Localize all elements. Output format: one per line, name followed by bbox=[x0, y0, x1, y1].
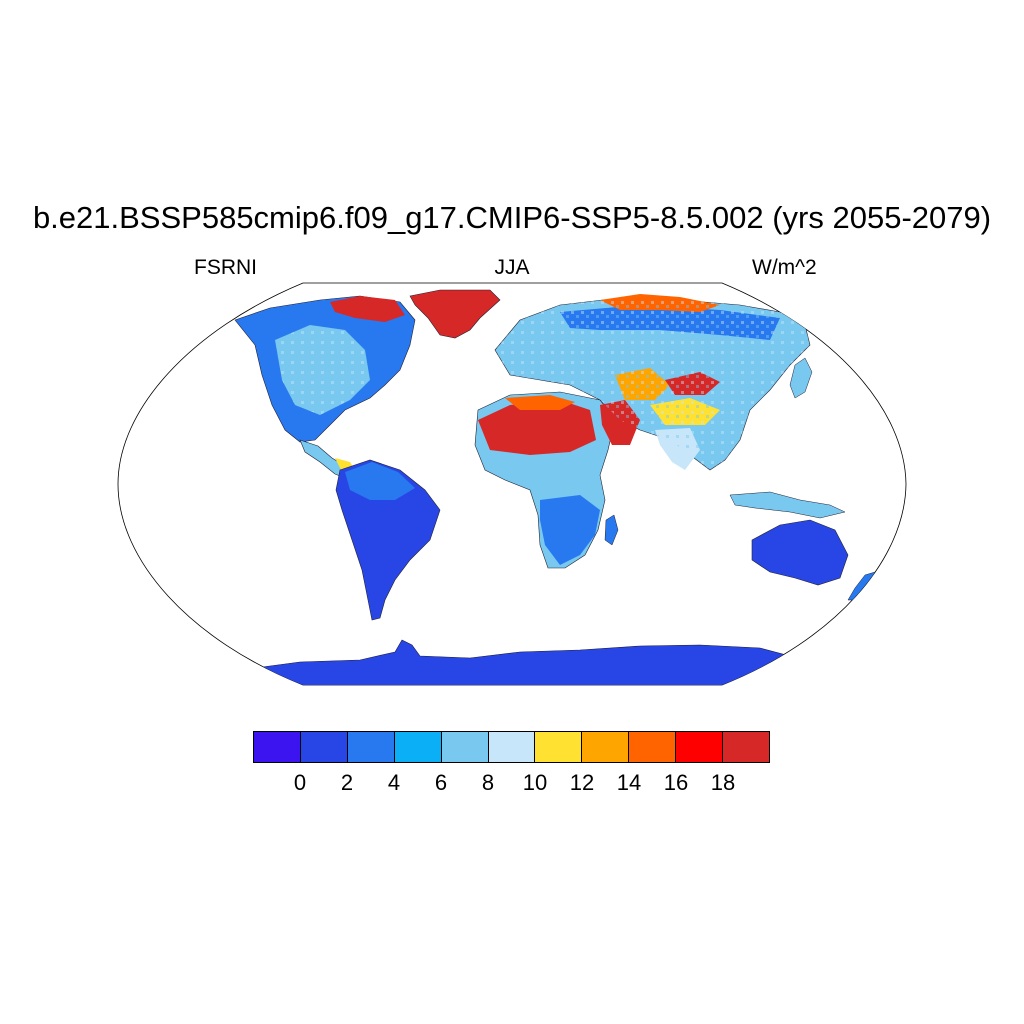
colorbar-box-7 bbox=[582, 732, 630, 762]
colorbar-box-9 bbox=[676, 732, 724, 762]
colorbar-label: 14 bbox=[616, 770, 642, 795]
colorbar-label: 8 bbox=[481, 770, 495, 795]
colorbar-label: 18 bbox=[710, 770, 736, 795]
colorbar bbox=[253, 731, 770, 763]
region-greenland bbox=[409, 289, 501, 339]
region-japan bbox=[789, 357, 813, 399]
colorbar-box-10 bbox=[723, 732, 769, 762]
region-australia bbox=[751, 519, 849, 586]
colorbar-box-1 bbox=[300, 732, 348, 762]
colorbar-box-5 bbox=[488, 732, 536, 762]
colorbar-label: 6 bbox=[434, 770, 448, 795]
season-label: JJA bbox=[494, 256, 530, 279]
map-texture bbox=[275, 298, 810, 470]
colorbar-box-2 bbox=[347, 732, 395, 762]
region-sahara-orange bbox=[505, 395, 575, 410]
region-arctic-canada-red bbox=[330, 296, 405, 322]
colorbar-box-8 bbox=[629, 732, 677, 762]
colorbar-labels: 0 2 4 6 8 10 12 14 16 18 bbox=[253, 770, 770, 800]
colorbar-box-0 bbox=[254, 732, 301, 762]
colorbar-label: 2 bbox=[340, 770, 354, 795]
region-south-america-north bbox=[345, 462, 415, 500]
region-africa-south bbox=[540, 495, 600, 565]
region-madagascar bbox=[604, 514, 619, 546]
colorbar-label: 4 bbox=[387, 770, 401, 795]
region-south-america bbox=[335, 459, 441, 621]
variable-label: FSRNI bbox=[194, 256, 257, 279]
colorbar-box-6 bbox=[535, 732, 583, 762]
map-title: b.e21.BSSP585cmip6.f09_g17.CMIP6-SSP5-8.… bbox=[32, 200, 992, 235]
colorbar-label: 10 bbox=[522, 770, 548, 795]
colorbar-label: 0 bbox=[293, 770, 307, 795]
colorbar-label: 12 bbox=[569, 770, 595, 795]
units-label: W/m^2 bbox=[752, 256, 817, 279]
region-indonesia bbox=[729, 491, 846, 519]
colorbar-box-3 bbox=[394, 732, 442, 762]
region-sahara-red bbox=[478, 400, 596, 455]
colorbar-box-4 bbox=[441, 732, 489, 762]
colorbar-label: 16 bbox=[663, 770, 689, 795]
